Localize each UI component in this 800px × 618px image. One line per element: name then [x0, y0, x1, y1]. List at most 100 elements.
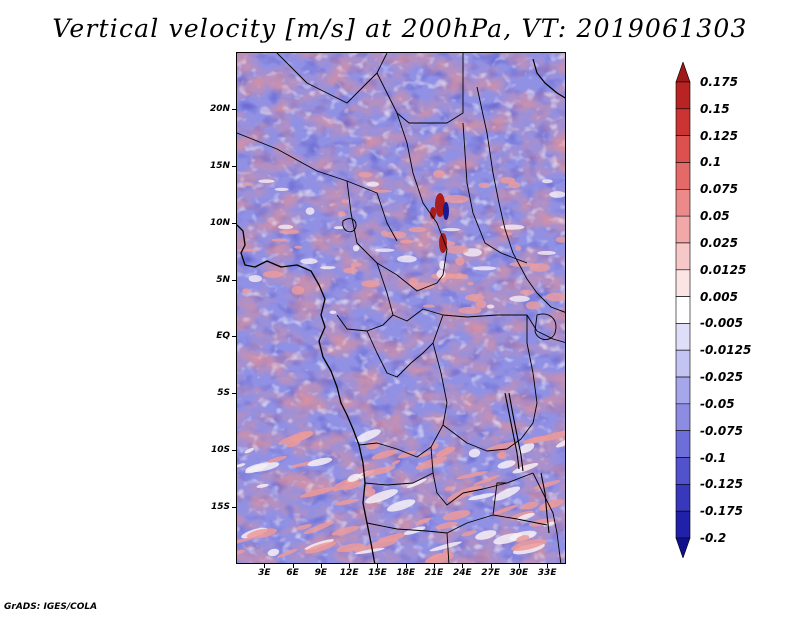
field-streak: [237, 537, 254, 546]
colorbar-swatch: [675, 242, 691, 271]
lon-tick-mark: [434, 564, 435, 568]
lon-tick-mark: [405, 564, 407, 568]
field-streak: [422, 304, 435, 308]
colorbar: [675, 62, 691, 558]
lon-tick-mark: [320, 564, 322, 568]
field-streak: [354, 548, 385, 555]
field-streak: [435, 521, 458, 530]
lake-outline: [508, 392, 524, 472]
field-streak: [491, 504, 519, 516]
field-streak: [336, 543, 364, 553]
field-streak: [366, 181, 380, 187]
border: [526, 314, 565, 343]
field-streak: [267, 548, 280, 557]
lake-outline: [342, 218, 357, 233]
field-streak: [375, 248, 395, 253]
colorbar-tick-label: -0.0125: [700, 343, 752, 358]
lat-tick-mark: [232, 108, 236, 110]
field-streak: [486, 304, 495, 309]
field-streak: [410, 282, 435, 290]
lon-tick-label: 24E: [452, 568, 472, 578]
field-streak: [497, 460, 516, 469]
colorbar-top-triangle: [675, 62, 691, 83]
field-streak: [458, 306, 482, 314]
field-streak: [300, 258, 318, 265]
colorbar-tick-label: 0.175: [700, 75, 738, 89]
field-streak: [500, 224, 525, 230]
lake-outline: [540, 472, 550, 534]
field-streak: [508, 261, 535, 267]
border: [442, 315, 538, 452]
field-streak: [276, 548, 298, 558]
colorbar-swatch: [675, 269, 691, 297]
field-streak: [429, 442, 439, 450]
colorbar-swatch: [675, 376, 691, 405]
field-streak: [416, 517, 431, 525]
field-streak: [371, 449, 398, 460]
lon-tick-label: 15E: [368, 568, 387, 578]
field-streak: [467, 281, 474, 286]
field-streak: [442, 510, 471, 521]
field-streak: [493, 533, 522, 545]
lat-tick-label: 5N: [216, 274, 230, 285]
lat-tick-label: 10S: [210, 445, 230, 456]
field-streak: [377, 533, 406, 543]
field-streak: [549, 191, 565, 198]
lake-outline: [534, 313, 557, 340]
field-streak: [509, 295, 530, 302]
updraft-core: [439, 233, 447, 253]
lat-tick-mark: [232, 222, 236, 224]
field-streak: [512, 462, 539, 474]
border: [446, 532, 450, 563]
field-streak: [444, 486, 454, 491]
colorbar-tick-label: 0.1: [700, 155, 722, 170]
lat-tick-label: EQ: [216, 331, 230, 342]
field-streak: [242, 288, 251, 293]
field-streak: [271, 238, 288, 242]
field-streak: [473, 474, 501, 486]
colorbar-tick-label: -0.1: [700, 450, 727, 465]
lon-tick-label: 21E: [424, 568, 444, 578]
field-streak: [278, 434, 298, 445]
colorbar-bottom-triangle: [675, 537, 691, 558]
field-streak: [408, 226, 427, 233]
colorbar-swatch: [675, 484, 691, 512]
field-streak: [399, 239, 414, 244]
border: [366, 314, 444, 378]
colorbar-tick-label: 0.075: [700, 182, 738, 197]
field-streak: [461, 530, 477, 537]
field-streak: [478, 182, 491, 189]
colorbar-tick-label: 0.15: [700, 101, 730, 116]
colorbar-swatch: [675, 162, 691, 190]
field-streak: [475, 530, 497, 540]
field-streak: [237, 248, 261, 252]
field-streak: [361, 280, 381, 288]
field-streak: [258, 179, 275, 184]
lon-tick-label: 30E: [509, 568, 529, 578]
velocity-field-map: [237, 53, 565, 563]
field-streak: [334, 498, 360, 506]
field-streak: [445, 245, 469, 254]
field-streak: [355, 429, 381, 443]
field-streak: [396, 255, 417, 263]
border: [462, 122, 528, 264]
field-streak: [341, 199, 349, 204]
field-streak: [457, 199, 464, 203]
border: [536, 292, 565, 313]
field-streak: [245, 461, 280, 473]
colorbar-tick-label: 0.125: [700, 128, 738, 143]
lon-tick-label: 33E: [537, 568, 557, 578]
downdraft-core: [443, 202, 449, 220]
field-streak: [525, 301, 541, 310]
lat-tick-label: 15N: [209, 160, 230, 171]
colorbar-swatch: [675, 215, 691, 244]
colorbar-swatch: [675, 403, 691, 432]
colorbar-swatch: [675, 457, 691, 485]
border: [532, 472, 562, 563]
colorbar-tick-label: -0.175: [700, 504, 743, 519]
border: [366, 514, 548, 534]
field-streak: [468, 493, 495, 501]
field-streak: [518, 442, 535, 454]
field-streak: [391, 460, 401, 465]
field-streak: [500, 177, 516, 184]
